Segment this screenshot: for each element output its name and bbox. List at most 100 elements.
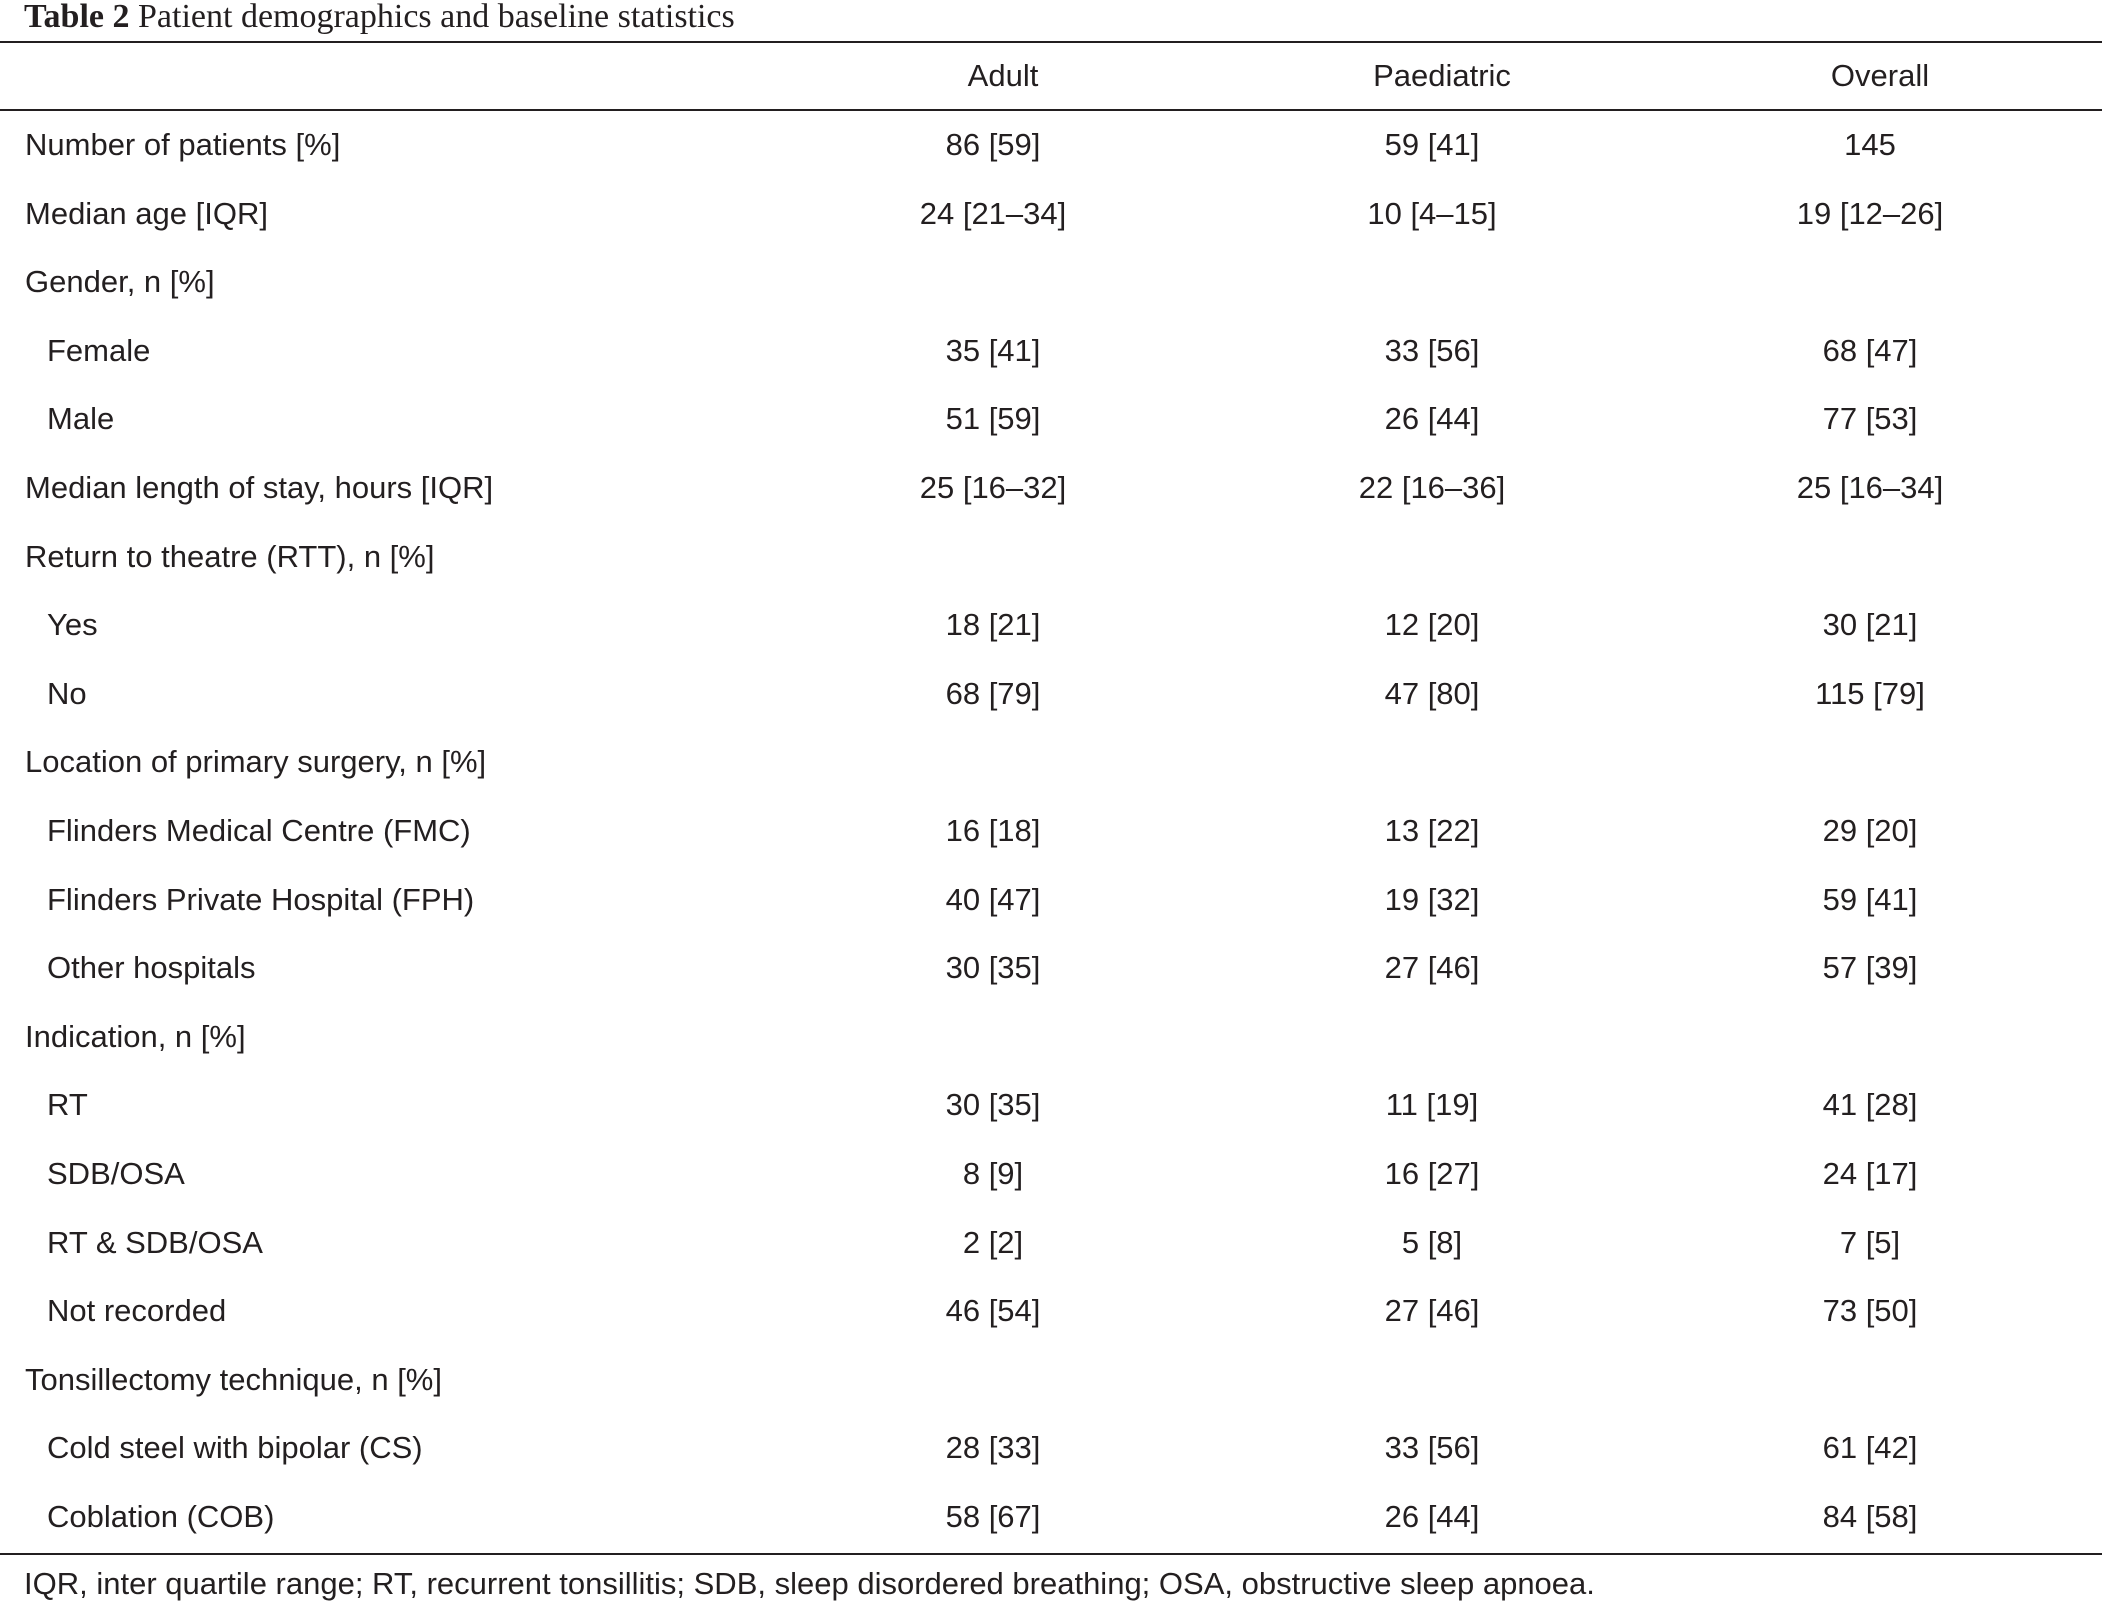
cell-paediatric: 26 [44]	[1384, 1499, 1480, 1534]
table-row: Cold steel with bipolar (CS) 28 [33] 33 [5…	[0, 1414, 2102, 1483]
cell-overall: 145	[1844, 127, 1896, 162]
cell-paediatric: 19 [32]	[1384, 881, 1480, 917]
row-sublabel: No	[47, 675, 87, 711]
row-sublabel: Yes	[47, 607, 98, 643]
cell-adult: 8 [9]	[962, 1156, 1024, 1191]
cell-paediatric: 33 [56]	[1384, 332, 1480, 368]
cell-overall: 19 [12–26]	[1796, 195, 1944, 231]
row-label: Return to theatre (RTT), n [%]	[25, 538, 435, 574]
cell-paediatric: 16 [27]	[1384, 1156, 1480, 1191]
row-sublabel: Coblation (COB)	[47, 1499, 275, 1534]
cell-adult: 58 [67]	[945, 1499, 1041, 1534]
cell-paediatric: 22 [16–36]	[1358, 470, 1506, 505]
cell-overall: 30 [21]	[1822, 607, 1918, 643]
cell-overall: 84 [58]	[1822, 1499, 1918, 1534]
cell-overall: 29 [20]	[1822, 813, 1918, 848]
table-row: Indication, n [%]	[0, 1003, 2102, 1072]
cell-adult: 51 [59]	[945, 401, 1041, 437]
row-sublabel: Flinders Medical Centre (FMC)	[47, 813, 471, 848]
cell-overall: 7 [5]	[1839, 1224, 1901, 1260]
cell-adult: 28 [33]	[945, 1430, 1041, 1466]
table-row: Median length of stay, hours [IQR] 25 [16…	[0, 454, 2102, 523]
table-row: RT & SDB/OSA 2 [2] 5 [8] 7 [5]	[0, 1209, 2102, 1278]
cell-paediatric: 27 [46]	[1384, 950, 1480, 986]
table-row: SDB/OSA 8 [9] 16 [27] 24 [17]	[0, 1140, 2102, 1209]
table-row: No 68 [79] 47 [80] 115 [79]	[0, 660, 2102, 729]
row-sublabel: Cold steel with bipolar (CS)	[47, 1430, 423, 1466]
table-footnote: IQR, inter quartile range; RT, recurrent…	[24, 1566, 1595, 1601]
column-header-adult: Adult	[967, 58, 1039, 93]
table-row: Number of patients [%] 86 [59] 59 [41] 145	[0, 111, 2102, 180]
table-row: Female 35 [41] 33 [56] 68 [47]	[0, 317, 2102, 386]
table-row: Tonsillectomy technique, n [%]	[0, 1346, 2102, 1415]
table-number: Table 2	[24, 0, 130, 35]
cell-overall: 73 [50]	[1822, 1293, 1918, 1329]
cell-paediatric: 5 [8]	[1401, 1224, 1463, 1260]
cell-overall: 61 [42]	[1822, 1430, 1918, 1466]
cell-adult: 18 [21]	[945, 607, 1041, 643]
table-caption: Table 2 Patient demographics and baselin…	[24, 0, 735, 34]
cell-overall: 25 [16–34]	[1796, 470, 1944, 505]
row-sublabel: RT & SDB/OSA	[47, 1224, 263, 1260]
table-row: Coblation (COB) 58 [67] 26 [44] 84 [58]	[0, 1483, 2102, 1552]
cell-paediatric: 47 [80]	[1384, 675, 1480, 711]
cell-overall: 115 [79]	[1815, 675, 1925, 711]
column-header-overall: Overall	[1830, 58, 1930, 93]
row-label: Number of patients [%]	[25, 127, 341, 162]
cell-adult: 35 [41]	[945, 332, 1041, 368]
table-row: Location of primary surgery, n [%]	[0, 728, 2102, 797]
table-row: Median age [IQR] 24 [21–34] 10 [4–15] 19 [1…	[0, 180, 2102, 249]
cell-paediatric: 27 [46]	[1384, 1293, 1480, 1329]
table-row: Flinders Medical Centre (FMC) 16 [18] 13 […	[0, 797, 2102, 866]
row-label: Location of primary surgery, n [%]	[25, 744, 487, 780]
bottom-rule	[0, 1553, 2102, 1555]
row-sublabel: Female	[47, 332, 151, 368]
row-sublabel: Male	[47, 401, 115, 437]
row-label: Indication, n [%]	[25, 1018, 246, 1054]
cell-adult: 16 [18]	[945, 813, 1041, 848]
cell-adult: 2 [2]	[962, 1224, 1024, 1260]
table-row: Flinders Private Hospital (FPH) 40 [47] 19…	[0, 866, 2102, 935]
cell-adult: 30 [35]	[945, 950, 1041, 986]
row-sublabel: RT	[47, 1087, 88, 1123]
table-row: Gender, n [%]	[0, 248, 2102, 317]
table-row: Return to theatre (RTT), n [%]	[0, 523, 2102, 592]
table-row: Yes 18 [21] 12 [20] 30 [21]	[0, 591, 2102, 660]
table-row: Other hospitals 30 [35] 27 [46] 57 [39]	[0, 934, 2102, 1003]
cell-paediatric: 12 [20]	[1384, 607, 1480, 643]
cell-overall: 57 [39]	[1822, 950, 1918, 986]
column-header-paediatric: Paediatric	[1373, 58, 1511, 93]
cell-paediatric: 13 [22]	[1384, 813, 1480, 848]
table-row: RT 30 [35] 11 [19] 41 [28]	[0, 1071, 2102, 1140]
row-label: Gender, n [%]	[25, 264, 215, 300]
table-title: Patient demographics and baseline statis…	[138, 0, 735, 35]
cell-adult: 25 [16–32]	[919, 470, 1067, 505]
cell-adult: 46 [54]	[945, 1293, 1041, 1329]
cell-overall: 24 [17]	[1822, 1156, 1918, 1191]
row-label: Tonsillectomy technique, n [%]	[25, 1361, 442, 1397]
row-sublabel: SDB/OSA	[47, 1156, 185, 1191]
cell-overall: 59 [41]	[1822, 881, 1918, 917]
cell-paediatric: 11 [19]	[1385, 1087, 1479, 1123]
cell-paediatric: 59 [41]	[1384, 127, 1480, 162]
cell-adult: 40 [47]	[945, 881, 1041, 917]
row-sublabel: Flinders Private Hospital (FPH)	[47, 881, 475, 917]
table-row: Not recorded 46 [54] 27 [46] 73 [50]	[0, 1277, 2102, 1346]
cell-adult: 30 [35]	[945, 1087, 1041, 1123]
cell-adult: 68 [79]	[945, 675, 1041, 711]
row-sublabel: Not recorded	[47, 1293, 227, 1329]
row-label: Median age [IQR]	[25, 195, 268, 231]
cell-adult: 24 [21–34]	[919, 195, 1067, 231]
cell-overall: 77 [53]	[1822, 401, 1918, 437]
row-label: Median length of stay, hours [IQR]	[25, 470, 494, 505]
top-rule	[0, 41, 2102, 43]
cell-adult: 86 [59]	[945, 127, 1041, 162]
cell-paediatric: 10 [4–15]	[1367, 195, 1497, 231]
row-sublabel: Other hospitals	[47, 950, 256, 986]
cell-paediatric: 33 [56]	[1384, 1430, 1480, 1466]
cell-paediatric: 26 [44]	[1384, 401, 1480, 437]
header-rule	[0, 109, 2102, 111]
table-row: Male 51 [59] 26 [44] 77 [53]	[0, 385, 2102, 454]
cell-overall: 41 [28]	[1822, 1087, 1918, 1123]
cell-overall: 68 [47]	[1822, 332, 1918, 368]
